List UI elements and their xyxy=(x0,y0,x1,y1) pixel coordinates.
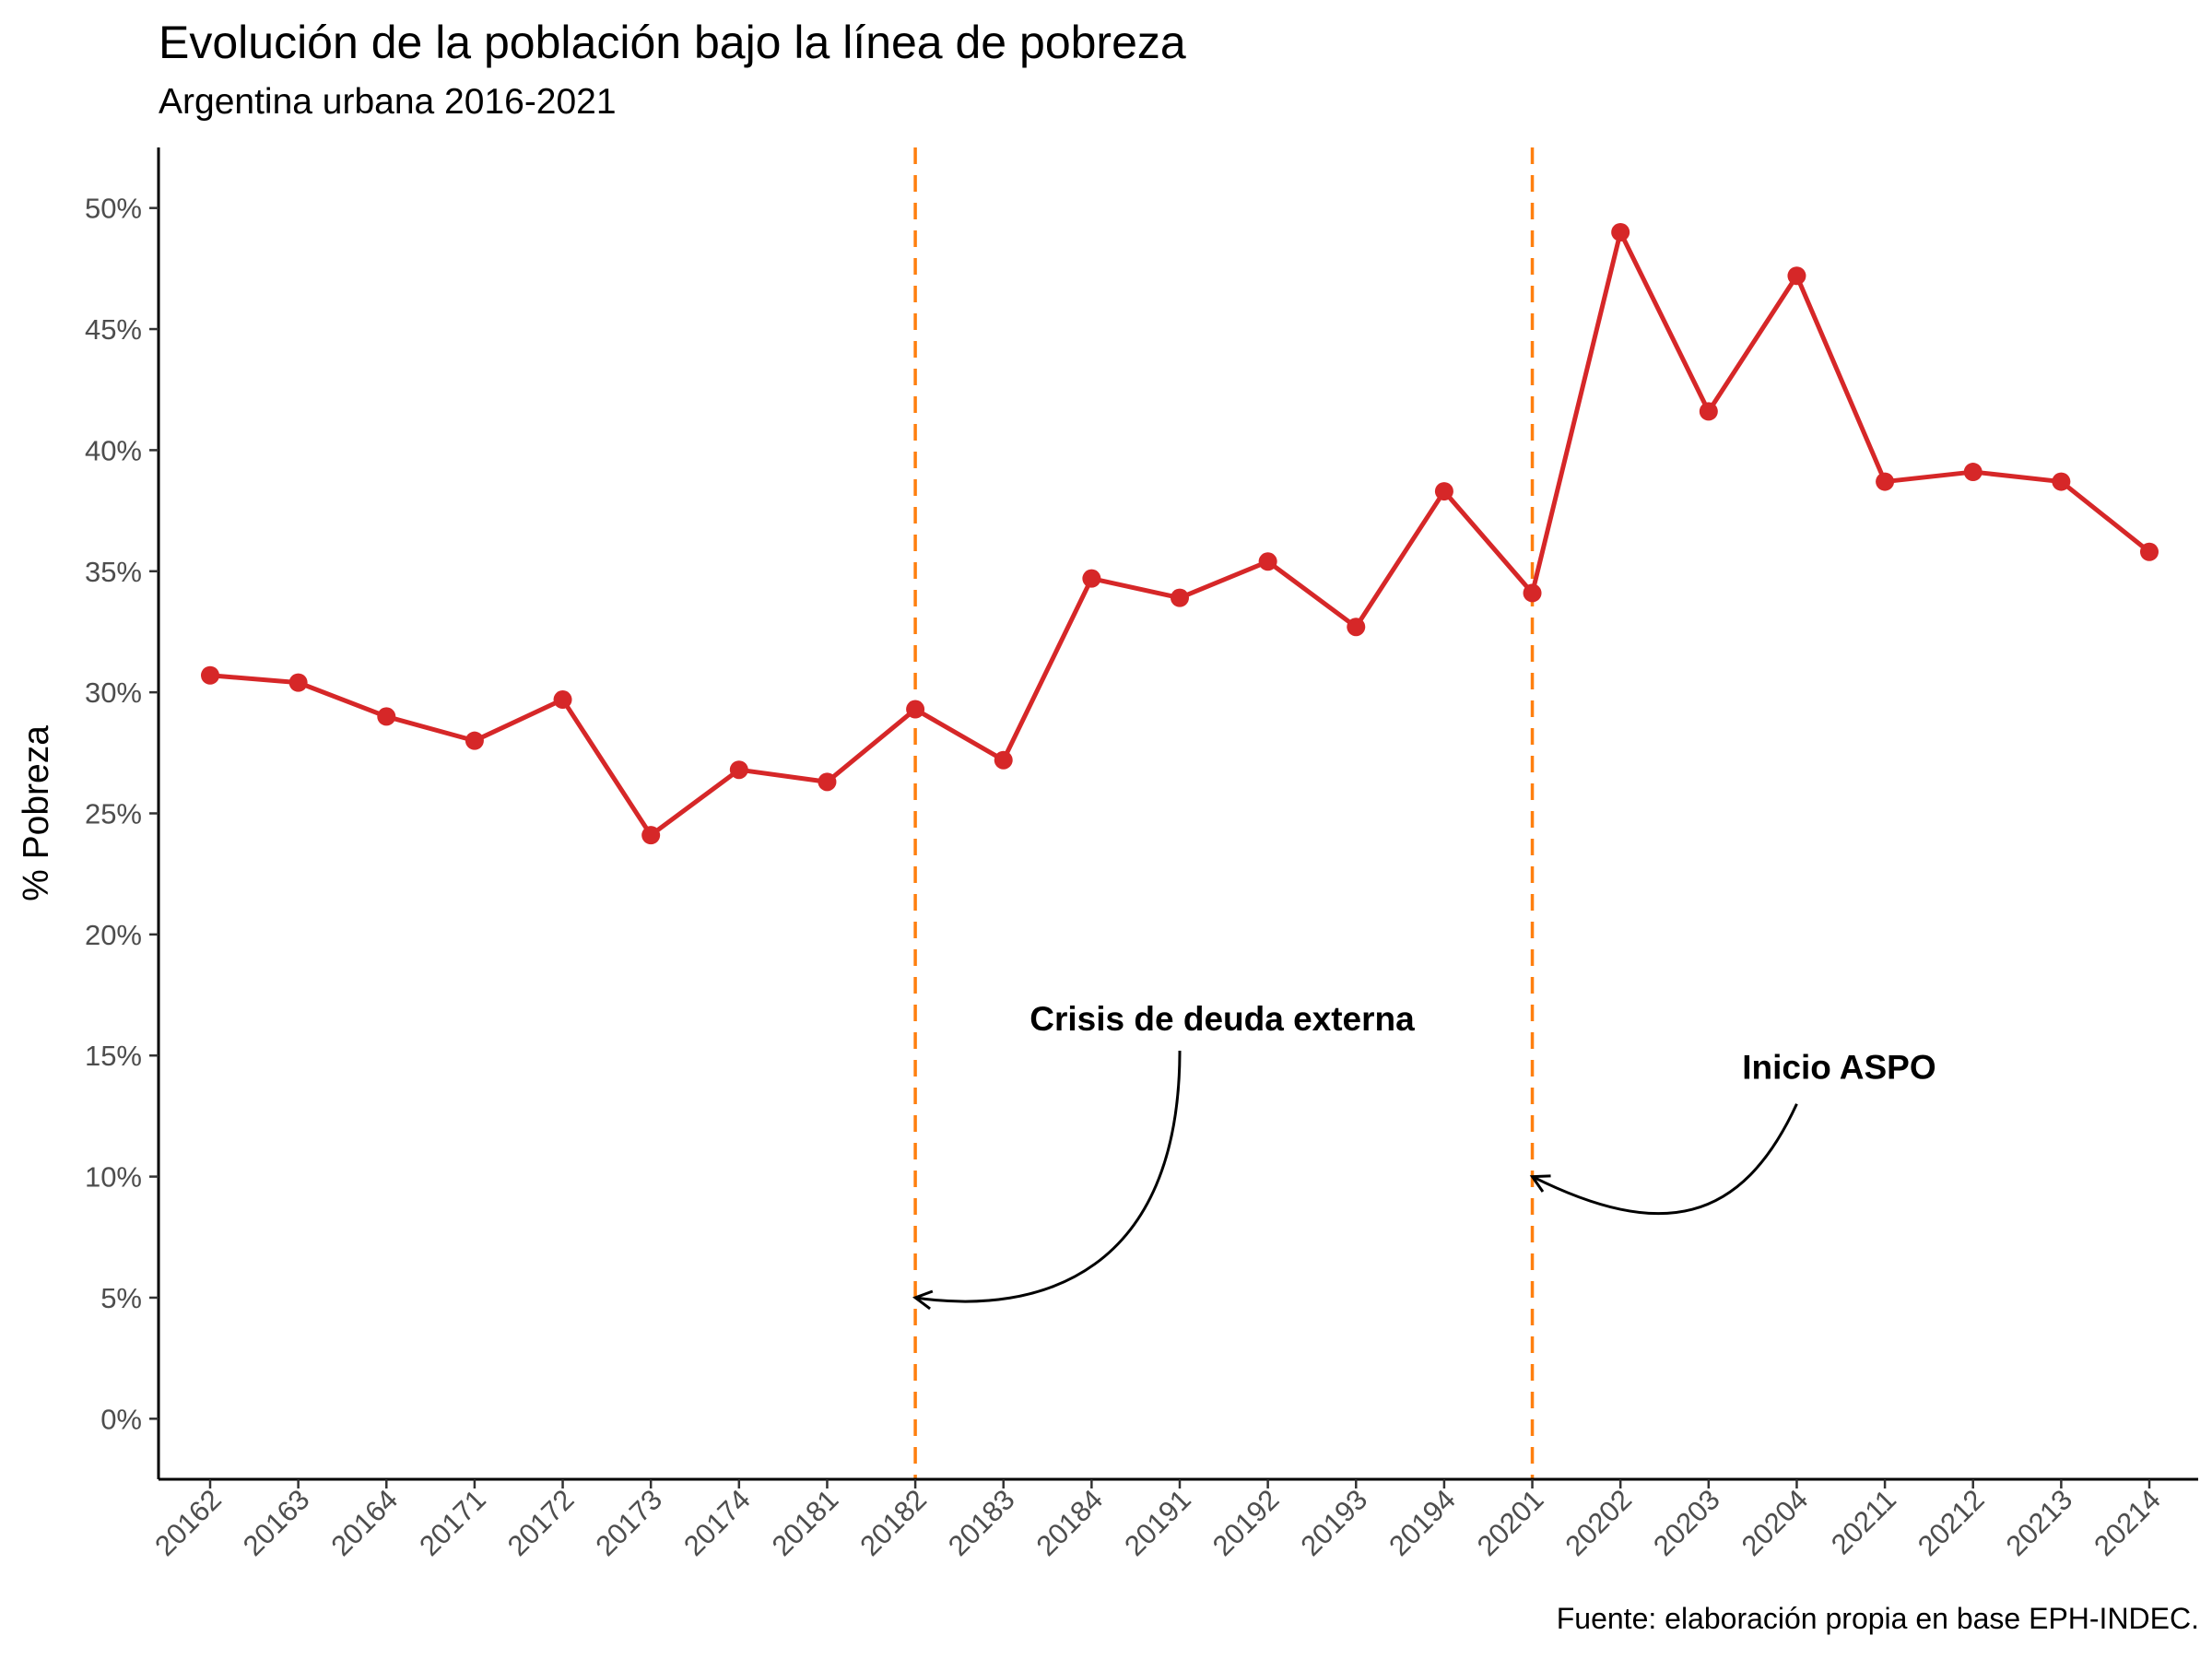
y-tick-label: 20% xyxy=(85,919,142,951)
x-tick-label: 20192 xyxy=(1206,1483,1286,1562)
x-tick-label: 20184 xyxy=(1030,1483,1110,1562)
data-point-20192 xyxy=(1258,552,1277,571)
data-point-20174 xyxy=(729,760,748,780)
annotations: Crisis de deuda externa Inicio ASPO xyxy=(912,1000,1936,1311)
y-tick-label: 40% xyxy=(85,434,142,466)
x-tick-label: 20202 xyxy=(1559,1483,1638,1562)
y-tick-label: 0% xyxy=(100,1403,142,1435)
reference-lines xyxy=(913,147,1535,1479)
data-point-20193 xyxy=(1347,618,1366,637)
data-point-20212 xyxy=(1963,463,1983,482)
y-tick-label: 5% xyxy=(100,1282,142,1314)
data-point-20204 xyxy=(1787,266,1806,286)
data-point-20214 xyxy=(2140,542,2159,561)
x-tick-label: 20183 xyxy=(942,1483,1021,1562)
x-tick-label: 20162 xyxy=(148,1483,228,1562)
chart-caption: Fuente: elaboración propia en base EPH-I… xyxy=(1556,1602,2199,1635)
x-tick-label: 20164 xyxy=(325,1483,405,1562)
data-point-20191 xyxy=(1171,588,1189,607)
data-point-20183 xyxy=(994,750,1013,770)
x-tick-label: 20204 xyxy=(1735,1483,1815,1562)
annotation-arrowhead-1 xyxy=(912,1289,934,1311)
chart-subtitle: Argentina urbana 2016-2021 xyxy=(159,82,617,122)
x-tick-label: 20213 xyxy=(2000,1483,2079,1562)
data-point-20213 xyxy=(2052,472,2071,491)
data-point-20171 xyxy=(465,731,484,750)
y-axis-title: % Pobreza xyxy=(17,725,56,901)
data-point-20163 xyxy=(288,673,308,692)
x-tick-label: 20172 xyxy=(501,1483,581,1562)
data-point-20202 xyxy=(1611,222,1630,241)
annotation-arrow-2 xyxy=(1531,1103,1798,1216)
x-tick-label: 20171 xyxy=(413,1483,492,1562)
x-tick-label: 20191 xyxy=(1118,1483,1197,1562)
x-tick-label: 20182 xyxy=(853,1483,933,1562)
data-point-20184 xyxy=(1082,569,1101,588)
data-point-20194 xyxy=(1434,482,1453,501)
data-point-20181 xyxy=(818,772,837,792)
x-tick-label: 20201 xyxy=(1471,1483,1550,1562)
axes: 0%5%10%15%20%25%30%35%40%45%50%20162 2016… xyxy=(17,147,2198,1562)
annotation-arrow-1 xyxy=(914,1050,1182,1303)
x-tick-label: 20173 xyxy=(589,1483,668,1562)
x-tick-label: 20214 xyxy=(2088,1483,2167,1562)
data-point-20211 xyxy=(1876,472,1895,491)
data-point-20203 xyxy=(1699,402,1718,421)
series-layer xyxy=(201,222,2159,845)
annotation-label-2: Inicio ASPO xyxy=(1742,1048,1936,1086)
data-point-20172 xyxy=(553,690,572,710)
x-tick-label: 20212 xyxy=(1912,1483,1991,1562)
data-point-20201 xyxy=(1523,583,1542,603)
annotation-label-1: Crisis de deuda externa xyxy=(1030,1000,1415,1038)
series-line xyxy=(209,229,2151,838)
x-tick-label: 20163 xyxy=(237,1483,316,1562)
annotation-arrowhead-2 xyxy=(1529,1174,1551,1193)
y-tick-label: 25% xyxy=(85,798,142,830)
data-point-20173 xyxy=(641,826,661,845)
data-point-20182 xyxy=(906,700,925,719)
y-tick-label: 10% xyxy=(85,1161,142,1194)
x-tick-label: 20193 xyxy=(1295,1483,1374,1562)
y-tick-label: 50% xyxy=(85,193,142,225)
data-point-20162 xyxy=(201,665,219,685)
y-tick-label: 45% xyxy=(85,313,142,346)
x-tick-label: 20194 xyxy=(1382,1483,1462,1562)
x-tick-label: 20181 xyxy=(766,1483,845,1562)
x-tick-label: 20211 xyxy=(1825,1483,1902,1560)
chart-title: Evolución de la población bajo la línea … xyxy=(159,17,1186,68)
y-tick-label: 15% xyxy=(85,1040,142,1072)
data-point-20164 xyxy=(377,707,396,726)
y-tick-label: 35% xyxy=(85,556,142,588)
y-tick-label: 30% xyxy=(85,677,142,709)
x-tick-label: 20203 xyxy=(1647,1483,1726,1562)
x-tick-label: 20174 xyxy=(677,1483,757,1562)
